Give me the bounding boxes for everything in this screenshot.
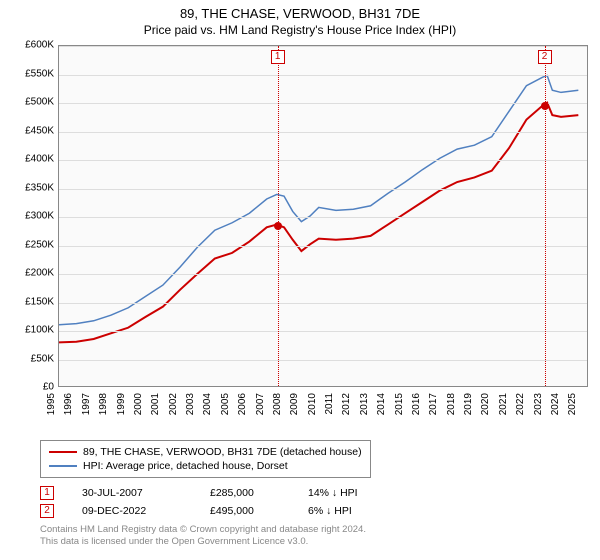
x-axis-label: 2024 [550,393,561,423]
y-axis-label: £250K [4,239,54,250]
x-axis-label: 2023 [532,393,543,423]
event-diff: 6% ↓ HPI [308,505,398,517]
x-axis-label: 2016 [411,393,422,423]
x-axis-label: 1999 [115,393,126,423]
x-axis-label: 2017 [428,393,439,423]
x-axis-label: 2018 [446,393,457,423]
event-date: 09-DEC-2022 [82,505,182,517]
x-axis-label: 2005 [220,393,231,423]
x-axis-label: 2009 [289,393,300,423]
series-property [59,103,578,343]
y-axis-label: £350K [4,182,54,193]
x-axis-label: 2004 [202,393,213,423]
event-marker-icon: 1 [40,486,54,500]
x-axis-label: 2011 [324,393,335,423]
plot-area: 12 [58,45,588,387]
y-axis-label: £200K [4,268,54,279]
event-price: £285,000 [210,487,280,499]
x-axis-label: 2014 [376,393,387,423]
address-title: 89, THE CHASE, VERWOOD, BH31 7DE [0,6,600,21]
sale-marker-icon: 1 [271,50,285,64]
y-axis-label: £500K [4,97,54,108]
x-axis-label: 2019 [463,393,474,423]
subtitle: Price paid vs. HM Land Registry's House … [0,23,600,37]
legend-swatch-hpi [49,465,77,467]
x-axis-label: 2013 [359,393,370,423]
y-axis-label: £50K [4,353,54,364]
chart-area: 12 £0£50K£100K£150K£200K£250K£300K£350K£… [0,41,600,431]
x-axis-label: 2010 [307,393,318,423]
sale-vline [545,46,546,386]
line-series-svg [59,46,587,386]
legend-swatch-property [49,451,77,453]
sale-vline [278,46,279,386]
x-axis-label: 2012 [341,393,352,423]
x-axis-label: 2022 [515,393,526,423]
x-axis-label: 2002 [168,393,179,423]
x-axis-label: 1996 [63,393,74,423]
event-price: £495,000 [210,505,280,517]
y-axis-label: £300K [4,211,54,222]
copyright-line: This data is licensed under the Open Gov… [40,536,366,548]
y-axis-label: £550K [4,68,54,79]
y-axis-label: £150K [4,296,54,307]
x-axis-label: 2003 [185,393,196,423]
y-axis-label: £600K [4,40,54,51]
title-block: 89, THE CHASE, VERWOOD, BH31 7DE Price p… [0,0,600,41]
legend-label-hpi: HPI: Average price, detached house, Dors… [83,460,288,472]
x-axis-label: 1998 [98,393,109,423]
event-row: 1 30-JUL-2007 £285,000 14% ↓ HPI [40,484,398,502]
x-axis-label: 2006 [237,393,248,423]
event-row: 2 09-DEC-2022 £495,000 6% ↓ HPI [40,502,398,520]
x-axis-label: 2007 [254,393,265,423]
legend-box: 89, THE CHASE, VERWOOD, BH31 7DE (detach… [40,440,371,478]
event-diff: 14% ↓ HPI [308,487,398,499]
x-axis-label: 2000 [133,393,144,423]
event-marker-icon: 2 [40,504,54,518]
sale-events: 1 30-JUL-2007 £285,000 14% ↓ HPI 2 09-DE… [40,484,398,520]
x-axis-label: 2020 [480,393,491,423]
sale-point-icon [541,102,549,110]
copyright-line: Contains HM Land Registry data © Crown c… [40,524,366,536]
y-axis-label: £100K [4,325,54,336]
series-hpi [59,75,578,324]
legend-row-property: 89, THE CHASE, VERWOOD, BH31 7DE (detach… [49,445,362,459]
legend-row-hpi: HPI: Average price, detached house, Dors… [49,459,362,473]
x-axis-label: 2015 [393,393,404,423]
y-axis-label: £400K [4,154,54,165]
sale-point-icon [274,222,282,230]
y-axis-label: £0 [4,382,54,393]
legend-label-property: 89, THE CHASE, VERWOOD, BH31 7DE (detach… [83,446,362,458]
sale-marker-icon: 2 [538,50,552,64]
x-axis-label: 2021 [498,393,509,423]
y-axis-label: £450K [4,125,54,136]
chart-container: 89, THE CHASE, VERWOOD, BH31 7DE Price p… [0,0,600,560]
x-axis-label: 2025 [567,393,578,423]
x-axis-label: 2001 [150,393,161,423]
x-axis-label: 1997 [81,393,92,423]
event-date: 30-JUL-2007 [82,487,182,499]
x-axis-label: 1995 [46,393,57,423]
copyright-block: Contains HM Land Registry data © Crown c… [40,524,366,548]
x-axis-label: 2008 [272,393,283,423]
